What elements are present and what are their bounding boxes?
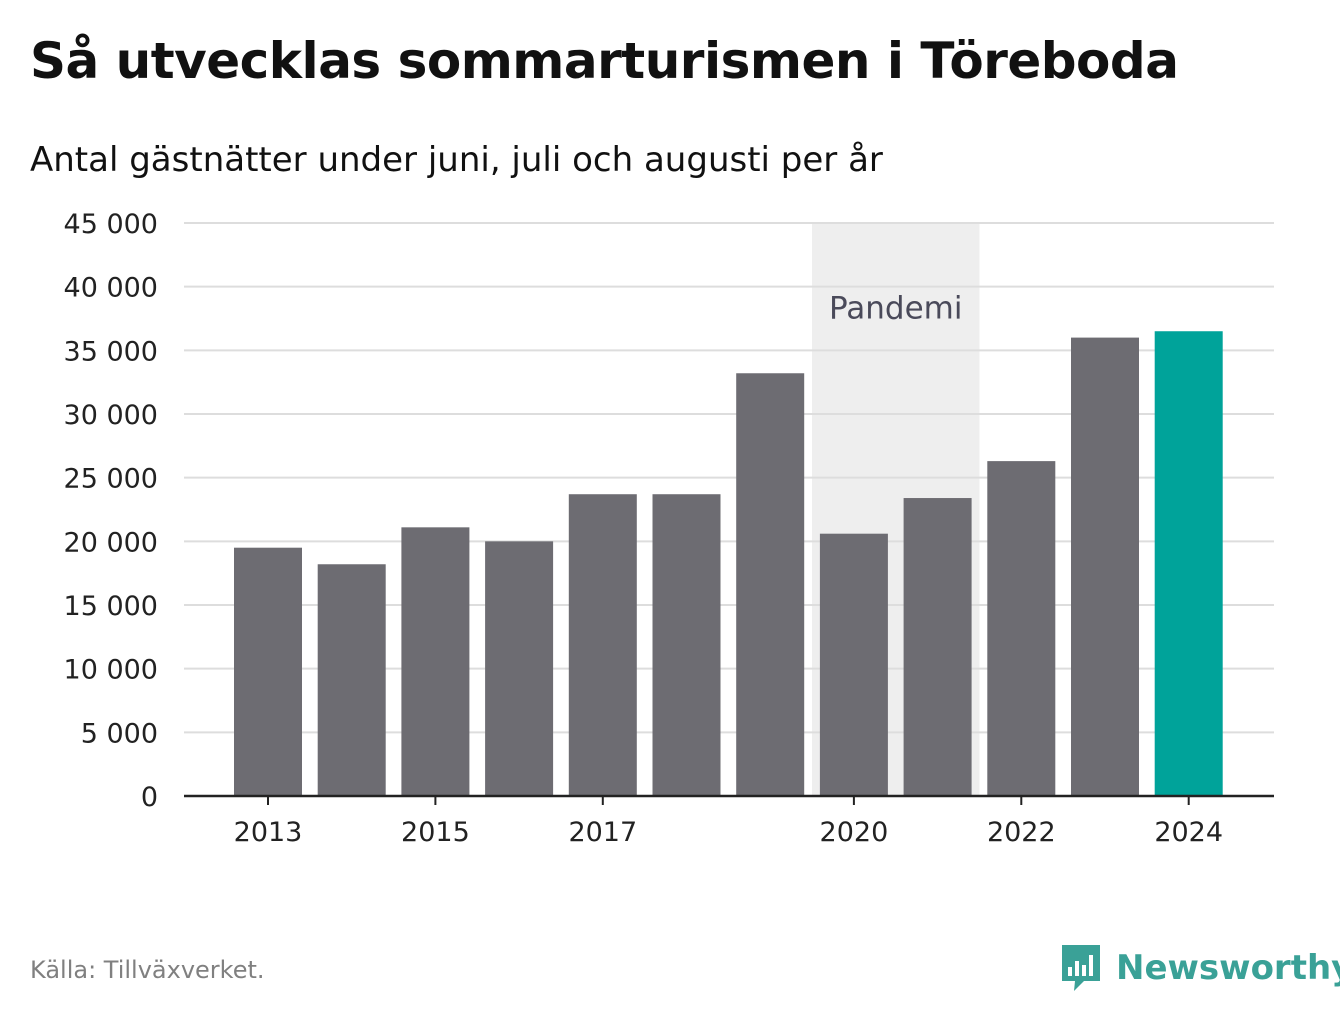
chart-subtitle: Antal gästnätter under juni, juli och au… [30,140,883,180]
x-tick-label: 2015 [401,817,470,848]
y-tick-label: 40 000 [64,273,158,304]
x-tick-label: 2013 [234,817,303,848]
x-tick-label: 2017 [568,817,637,848]
y-tick-label: 25 000 [64,464,158,495]
bar-2017 [568,494,637,796]
pandemic-label: Pandemi [829,291,963,327]
bar-2018 [652,494,721,796]
tick-labels: 0 5 000 10 000 15 000 20 000 25 000 30 000 35 0… [64,209,1224,848]
bar-2021 [903,498,972,796]
brand-name: Newsworthy [1116,948,1340,988]
bar-2022 [987,461,1056,796]
x-tick-label: 2020 [820,817,889,848]
y-tick-label: 15 000 [64,591,158,622]
brand: Newsworthy [1060,940,1340,996]
bar-2015 [401,527,470,796]
y-tick-label: 35 000 [64,336,158,367]
bar-2014 [317,564,386,796]
bars [234,331,1223,796]
source-note: Källa: Tillväxverket. [30,956,265,984]
newsworthy-logo-icon [1062,945,1100,991]
bar-chart: Pandemi 0 5 000 10 000 15 000 20 000 25 000 30… [64,209,1274,848]
bar-2024 [1154,331,1223,796]
bar-2019 [736,373,805,796]
bar-2023 [1071,337,1139,796]
y-tick-label: 5 000 [81,718,158,749]
x-tick-label: 2024 [1154,817,1223,848]
y-tick-label: 0 [141,782,158,813]
axes [184,794,1274,805]
y-tick-label: 45 000 [64,209,158,240]
bar-2020 [819,533,888,796]
chart-title: Så utvecklas sommarturismen i Töreboda [30,32,1179,90]
x-tick-label: 2022 [987,817,1056,848]
y-tick-label: 20 000 [64,527,158,558]
y-tick-label: 10 000 [64,655,158,686]
bar-2013 [234,547,302,796]
y-tick-label: 30 000 [64,400,158,431]
bar-2016 [485,541,554,796]
